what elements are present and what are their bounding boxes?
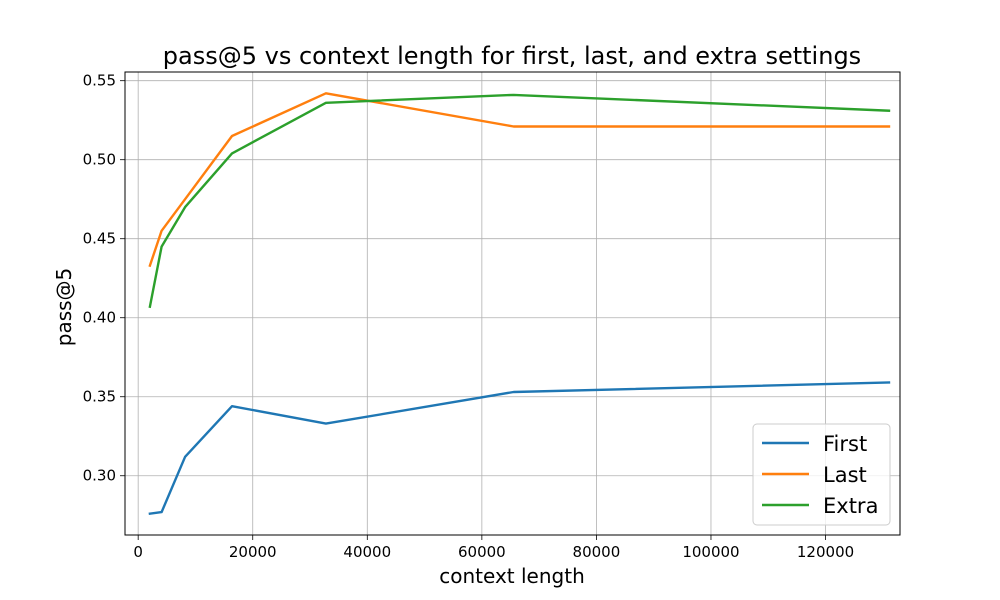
axis-ticks: 0 20000 40000 60000 80000 100000 120000 0.30 0.3… [83, 72, 855, 561]
y-tick-label: 0.30 [83, 467, 116, 485]
x-tick-label: 100000 [682, 543, 739, 561]
y-tick-label: 0.55 [83, 72, 116, 90]
x-tick-label: 40000 [343, 543, 391, 561]
x-tick-label: 20000 [229, 543, 277, 561]
legend-box [752, 423, 891, 526]
legend-label-extra: Extra [823, 494, 878, 518]
legend-label-first: First [823, 432, 867, 456]
x-tick-label: 120000 [797, 543, 854, 561]
y-tick-label: 0.50 [83, 151, 116, 169]
y-tick-label: 0.35 [83, 388, 116, 406]
legend: First Last Extra [752, 423, 891, 526]
x-tick-label: 0 [133, 543, 143, 561]
plot-frame [124, 71, 901, 536]
x-tick-label: 60000 [458, 543, 506, 561]
series-lines [148, 92, 891, 516]
x-axis-title: context length [439, 564, 585, 588]
series-line-extra [148, 93, 891, 309]
y-axis-title: pass@5 [52, 268, 76, 347]
legend-label-last: Last [823, 463, 867, 487]
series-line-last [148, 92, 891, 268]
x-tick-label: 80000 [573, 543, 621, 561]
y-tick-label: 0.45 [83, 230, 116, 248]
y-tick-label: 0.40 [83, 309, 116, 327]
series-line-first [148, 381, 891, 516]
chart-title: pass@5 vs context length for first, last… [163, 42, 861, 70]
